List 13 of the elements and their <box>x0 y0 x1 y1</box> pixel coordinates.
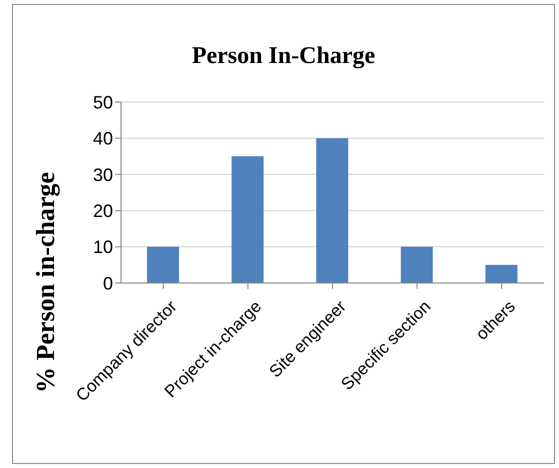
y-axis-title: % Person in-charge <box>31 172 60 393</box>
bar <box>147 246 179 283</box>
bar <box>400 246 433 283</box>
y-tick-label: 30 <box>92 164 113 185</box>
bar <box>232 156 264 283</box>
bar <box>316 138 348 283</box>
bar <box>485 264 518 283</box>
y-tick-label: 20 <box>92 200 113 221</box>
chart-title: Person In-Charge <box>190 43 376 70</box>
y-tick-label: 40 <box>92 128 113 149</box>
y-tick-label: 0 <box>102 273 113 294</box>
y-tick-label: 50 <box>92 92 113 112</box>
y-tick-label: 10 <box>92 237 113 258</box>
